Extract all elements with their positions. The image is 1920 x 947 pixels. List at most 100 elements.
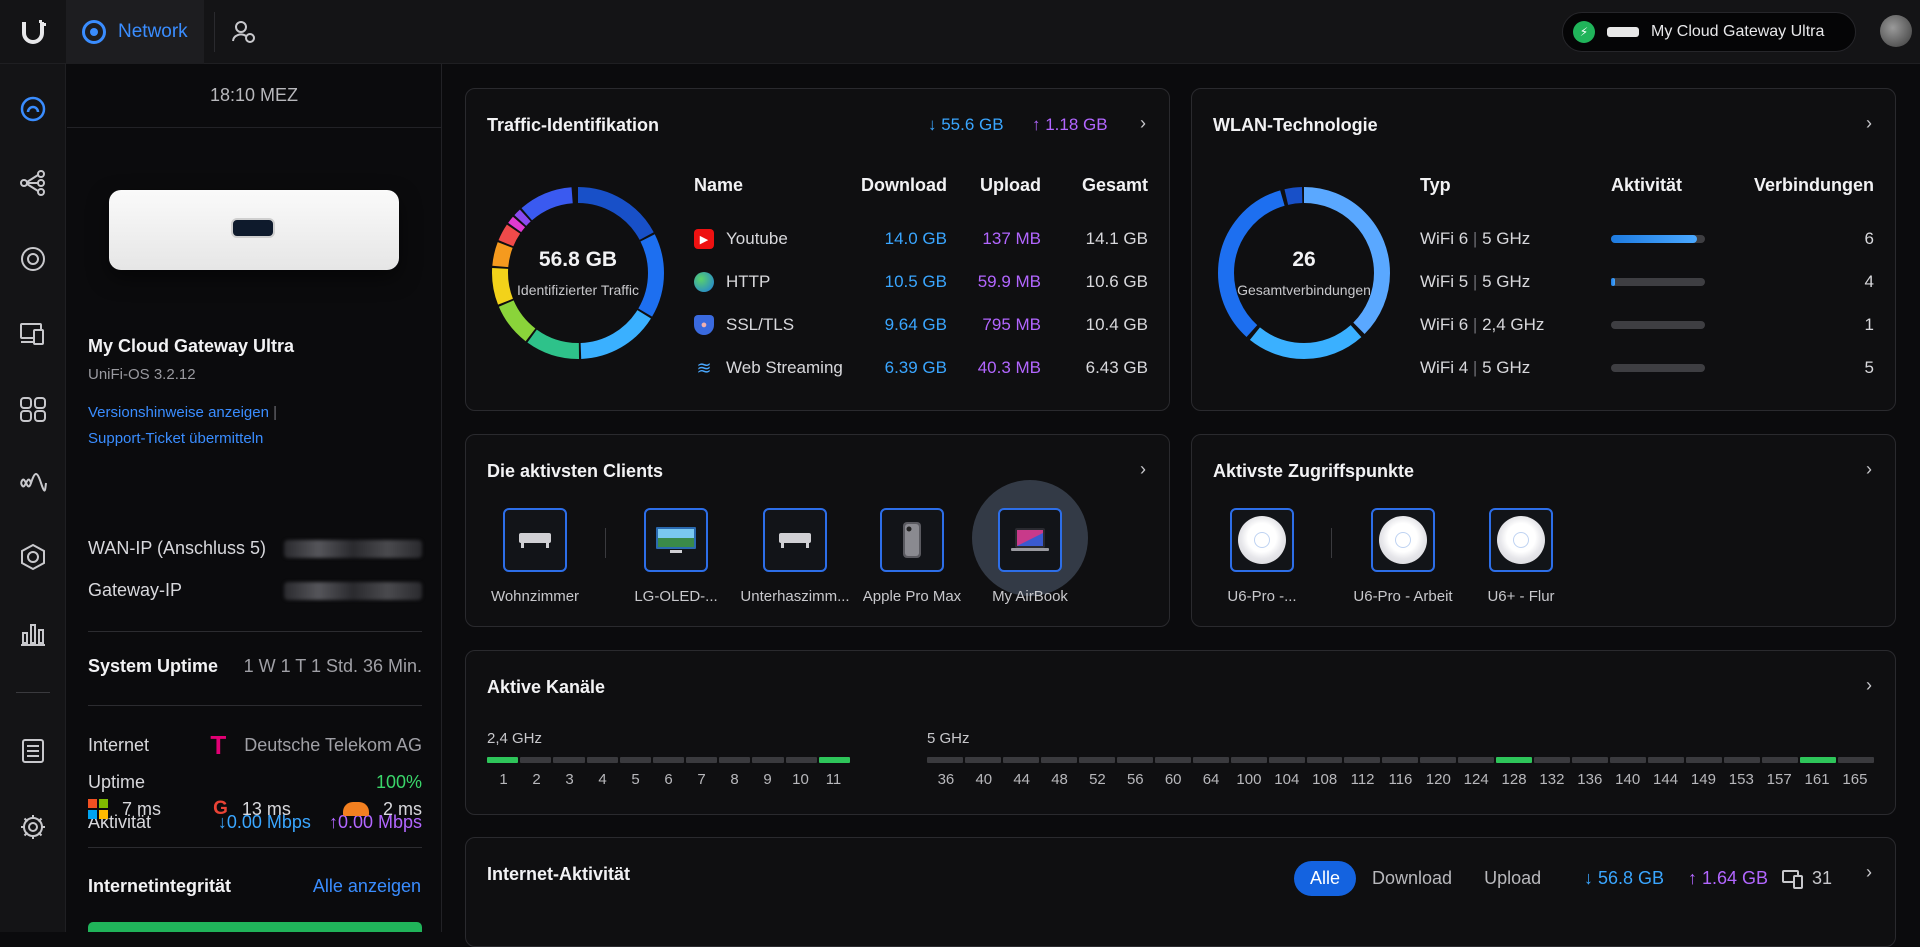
- chevron-right-icon[interactable]: ›: [1140, 112, 1146, 133]
- client-item[interactable]: LG-OLED-...: [621, 508, 731, 605]
- chevron-right-icon[interactable]: ›: [1866, 674, 1872, 695]
- channel-number: 128: [1501, 771, 1527, 788]
- smartphone-icon: [880, 508, 944, 572]
- dashboard-icon[interactable]: [18, 94, 48, 124]
- channel-segment: [1799, 757, 1836, 763]
- channel-number: 7: [697, 771, 706, 788]
- latency-value: 7 ms: [122, 798, 162, 819]
- client-count: 31: [1812, 868, 1833, 888]
- app-name: Web Streaming: [726, 358, 843, 377]
- wifi-gen: WiFi 5: [1420, 272, 1469, 291]
- channel-number: 11: [825, 771, 842, 788]
- integrity-bar: [88, 922, 422, 932]
- release-notes-link[interactable]: Versionshinweise anzeigen: [88, 404, 269, 421]
- channel-segment: [1496, 757, 1533, 763]
- client-name: My AirBook: [992, 588, 1068, 605]
- integrity-show-all-link[interactable]: Alle anzeigen: [312, 876, 421, 896]
- traffic-identification-card[interactable]: Traffic-Identifikation ↓ 55.6 GB ↑ 1.18 …: [465, 88, 1170, 411]
- client-item[interactable]: Unterhaszimm...: [740, 508, 850, 605]
- activity-bar: [1611, 278, 1705, 286]
- logs-icon[interactable]: [18, 736, 48, 766]
- internet-row: Internet T Deutsche Telekom AG: [88, 730, 422, 761]
- gateway-pill[interactable]: ⚡ My Cloud Gateway Ultra: [1562, 12, 1856, 52]
- table-row: WiFi 6 | 2,4 GHz: [1420, 315, 1545, 334]
- topology-icon[interactable]: [18, 168, 48, 198]
- filter-upload[interactable]: Upload: [1484, 868, 1542, 888]
- support-ticket-link[interactable]: Support-Ticket übermitteln: [88, 430, 264, 447]
- unifi-devices-icon[interactable]: [18, 244, 48, 274]
- client-item[interactable]: My AirBook: [972, 480, 1088, 605]
- access-point-item[interactable]: U6+ - Flur: [1466, 508, 1576, 605]
- table-row: WiFi 5 | 5 GHz: [1420, 272, 1531, 291]
- client-name: Unterhaszimm...: [740, 588, 850, 605]
- channel-segment: [1002, 757, 1039, 763]
- channel-number: 165: [1842, 771, 1868, 788]
- access-point-name: U6-Pro - Arbeit: [1353, 588, 1453, 605]
- access-point-icon: [1371, 508, 1435, 572]
- ports-icon[interactable]: [18, 394, 48, 424]
- client-item[interactable]: Apple Pro Max: [857, 508, 967, 605]
- channel-number: 60: [1164, 771, 1182, 788]
- youtube-icon: ▶: [694, 229, 714, 249]
- access-point-item[interactable]: U6-Pro -...: [1207, 508, 1317, 605]
- internet-activity-card[interactable]: Internet-Aktivität ›: [465, 837, 1896, 947]
- admin-settings-button[interactable]: [215, 0, 273, 64]
- wifi-band: 5 GHz: [1482, 272, 1531, 291]
- cell-total: 14.1 GB: [1085, 229, 1148, 248]
- cell-download: 10.5 GB: [884, 272, 947, 291]
- channel-number: 6: [664, 771, 673, 788]
- radio-manager-icon[interactable]: [18, 468, 48, 498]
- col-download: Download: [861, 175, 947, 195]
- wlan-technology-card[interactable]: WLAN-Technologie › 26 Gesamtverbindungen…: [1191, 88, 1896, 411]
- gateway-ip-row: Gateway-IP: [88, 580, 422, 601]
- channel-number: 157: [1766, 771, 1792, 788]
- channel-number: 9: [763, 771, 772, 788]
- gateway-ip-value-redacted: [284, 581, 422, 600]
- laptop-icon: [998, 508, 1062, 572]
- isp-uptime-label: Uptime: [88, 772, 146, 792]
- insights-icon[interactable]: [18, 618, 48, 648]
- traffic-upload-total: ↑ 1.18 GB: [1032, 115, 1108, 134]
- filter-all[interactable]: Alle: [1294, 861, 1357, 896]
- divider: [213, 11, 215, 52]
- app-name: Youtube: [726, 229, 788, 248]
- chevron-right-icon[interactable]: ›: [1866, 861, 1872, 882]
- upload-rate: ↑0.00 Mbps: [328, 812, 422, 832]
- unifi-logo[interactable]: [0, 0, 66, 64]
- channel-segment: [652, 757, 685, 763]
- tab-network[interactable]: Network: [66, 0, 204, 64]
- chevron-right-icon[interactable]: ›: [1866, 458, 1872, 479]
- globe-icon: [694, 272, 714, 292]
- table-row: ▶ Youtube: [694, 229, 788, 249]
- latency-row: 7 ms G 13 ms 2 ms: [88, 798, 422, 820]
- client-item[interactable]: Wohnzimmer: [480, 508, 590, 605]
- cell-upload: 137 MB: [982, 229, 1041, 248]
- col-total: Gesamt: [1081, 175, 1148, 195]
- channel-segment: [1837, 757, 1874, 763]
- app-name: HTTP: [726, 272, 771, 291]
- power-icon: ⚡: [1573, 21, 1595, 43]
- channel-number: 8: [730, 771, 739, 788]
- client-devices-icon[interactable]: [18, 318, 48, 348]
- channel-number: 120: [1425, 771, 1451, 788]
- channel-number: 2: [532, 771, 541, 788]
- security-icon[interactable]: [18, 542, 48, 572]
- internet-label: Internet: [88, 735, 150, 755]
- channel-segment: [1648, 757, 1685, 763]
- gateway-screen: [231, 218, 275, 238]
- channel-number: 161: [1804, 771, 1830, 788]
- channel-segment: [1534, 757, 1571, 763]
- channel-number: 64: [1202, 771, 1220, 788]
- access-point-item[interactable]: U6-Pro - Arbeit: [1348, 508, 1458, 605]
- channel-segment: [1761, 757, 1798, 763]
- chevron-right-icon[interactable]: ›: [1140, 458, 1146, 479]
- channel-numbers-24: 1 2 3 4 5 6 7 8 9 10 11: [487, 771, 850, 788]
- filter-download[interactable]: Download: [1372, 868, 1453, 888]
- channel-segment: [719, 757, 751, 763]
- channel-segment: [520, 757, 552, 763]
- google-icon: G: [213, 798, 228, 819]
- chevron-right-icon[interactable]: ›: [1866, 112, 1872, 133]
- avatar[interactable]: [1880, 15, 1912, 47]
- settings-icon[interactable]: [18, 812, 48, 842]
